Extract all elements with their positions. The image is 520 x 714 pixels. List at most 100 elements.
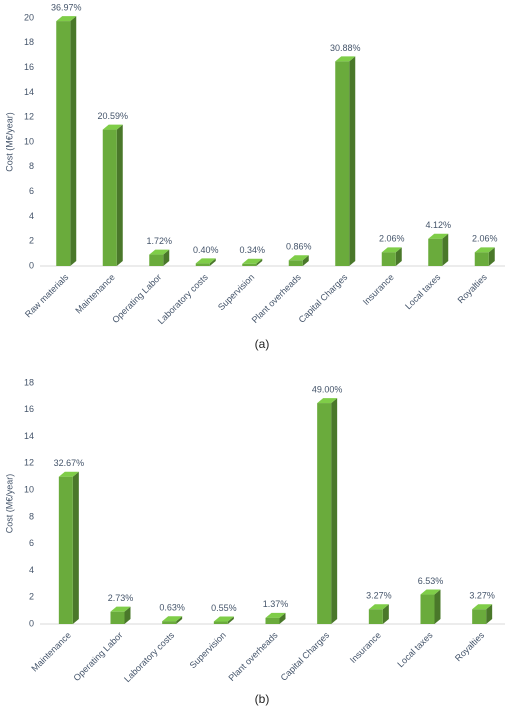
x-tick-label: Operating Labor — [72, 630, 125, 683]
bar-side — [302, 255, 309, 266]
share-label: 32.67% — [54, 458, 85, 468]
caption: (b) — [255, 692, 270, 706]
y-tick-label: 12 — [24, 112, 34, 122]
bar — [265, 617, 280, 624]
bar — [56, 21, 71, 266]
bar — [474, 252, 489, 266]
bar-side — [176, 616, 183, 624]
bar-side — [434, 589, 441, 624]
bar-side — [486, 604, 493, 624]
x-tick-label: Capital Charges — [279, 630, 332, 683]
bar-top — [58, 471, 79, 477]
bar — [162, 621, 177, 624]
x-tick-label: Supervision — [188, 630, 228, 670]
bar-top — [335, 56, 356, 62]
bar-top — [472, 604, 493, 610]
y-tick-label: 4 — [29, 211, 34, 221]
bar-side — [395, 247, 402, 266]
share-label: 2.06% — [472, 234, 498, 244]
x-tick-label: Laboratory costs — [156, 272, 210, 326]
bar — [335, 61, 350, 267]
bar — [288, 260, 303, 266]
bar-top — [288, 255, 309, 261]
share-label: 3.27% — [469, 591, 495, 601]
x-tick-label: Insurance — [361, 272, 396, 307]
y-tick-label: 14 — [24, 87, 34, 97]
caption: (a) — [255, 337, 270, 351]
bar-top — [242, 258, 263, 264]
x-tick-label: Maintenance — [29, 630, 73, 674]
x-tick-label: Capital Charges — [297, 272, 350, 325]
bar-top — [195, 258, 216, 264]
y-tick-label: 6 — [29, 186, 34, 196]
share-label: 4.12% — [425, 220, 451, 230]
bar — [368, 609, 383, 624]
x-tick-label: Local taxes — [403, 272, 443, 312]
share-label: 0.40% — [193, 245, 219, 255]
bar-side — [349, 56, 356, 267]
share-label: 0.55% — [211, 603, 237, 613]
y-tick-label: 8 — [29, 511, 34, 521]
bar-top — [265, 612, 286, 618]
bar-top — [381, 247, 402, 253]
bar — [213, 621, 228, 624]
y-tick-label: 2 — [29, 236, 34, 246]
x-tick-label: Maintenance — [73, 272, 117, 316]
y-tick-label: 20 — [24, 12, 34, 22]
x-tick-label: Laboratory costs — [122, 630, 176, 684]
x-tick-label: Local taxes — [395, 630, 435, 670]
x-tick-label: Insurance — [348, 630, 383, 665]
x-tick-label: Raw materials — [23, 272, 71, 320]
bar-top — [213, 616, 234, 622]
y-tick-label: 10 — [24, 136, 34, 146]
x-tick-label: Plant overheads — [250, 272, 303, 325]
share-label: 49.00% — [312, 384, 343, 394]
bar-side — [116, 124, 123, 266]
y-tick-label: 0 — [29, 618, 34, 628]
bar — [428, 238, 443, 266]
share-label: 1.37% — [263, 599, 289, 609]
y-tick-label: 16 — [24, 404, 34, 414]
bar-top — [102, 124, 123, 130]
y-axis-label: Cost (M€/year) — [4, 474, 14, 534]
bar-top — [110, 606, 131, 612]
y-tick-label: 18 — [24, 377, 34, 387]
bar-top — [162, 616, 183, 622]
bar — [149, 254, 164, 266]
bar-top — [317, 398, 338, 404]
bar-side — [331, 398, 338, 624]
y-tick-label: 10 — [24, 484, 34, 494]
share-label: 6.53% — [418, 576, 444, 586]
share-label: 3.27% — [366, 591, 392, 601]
share-label: 0.63% — [159, 603, 185, 613]
bar-side — [70, 16, 77, 266]
bar-top — [428, 233, 449, 239]
bar — [242, 263, 257, 266]
y-tick-label: 16 — [24, 62, 34, 72]
bar — [58, 476, 73, 624]
x-tick-label: Operating Labor — [110, 272, 163, 325]
y-tick-label: 18 — [24, 37, 34, 47]
share-label: 1.72% — [146, 236, 172, 246]
y-tick-label: 12 — [24, 458, 34, 468]
bar — [381, 252, 396, 266]
bar-top — [368, 604, 389, 610]
bar-top — [149, 249, 170, 255]
share-label: 0.86% — [286, 242, 312, 252]
share-label: 0.34% — [239, 245, 265, 255]
bar-top — [56, 16, 77, 22]
share-label: 2.06% — [379, 234, 405, 244]
share-label: 36.97% — [51, 2, 82, 12]
bar — [472, 609, 487, 624]
y-tick-label: 4 — [29, 565, 34, 575]
x-tick-label: Plant overheads — [227, 630, 280, 683]
y-tick-label: 6 — [29, 538, 34, 548]
bar — [195, 263, 210, 266]
bar-side — [163, 249, 170, 266]
share-label: 30.88% — [330, 43, 361, 53]
bar-top — [420, 589, 441, 595]
bar-side — [488, 247, 495, 266]
y-tick-label: 14 — [24, 431, 34, 441]
y-tick-label: 2 — [29, 592, 34, 602]
